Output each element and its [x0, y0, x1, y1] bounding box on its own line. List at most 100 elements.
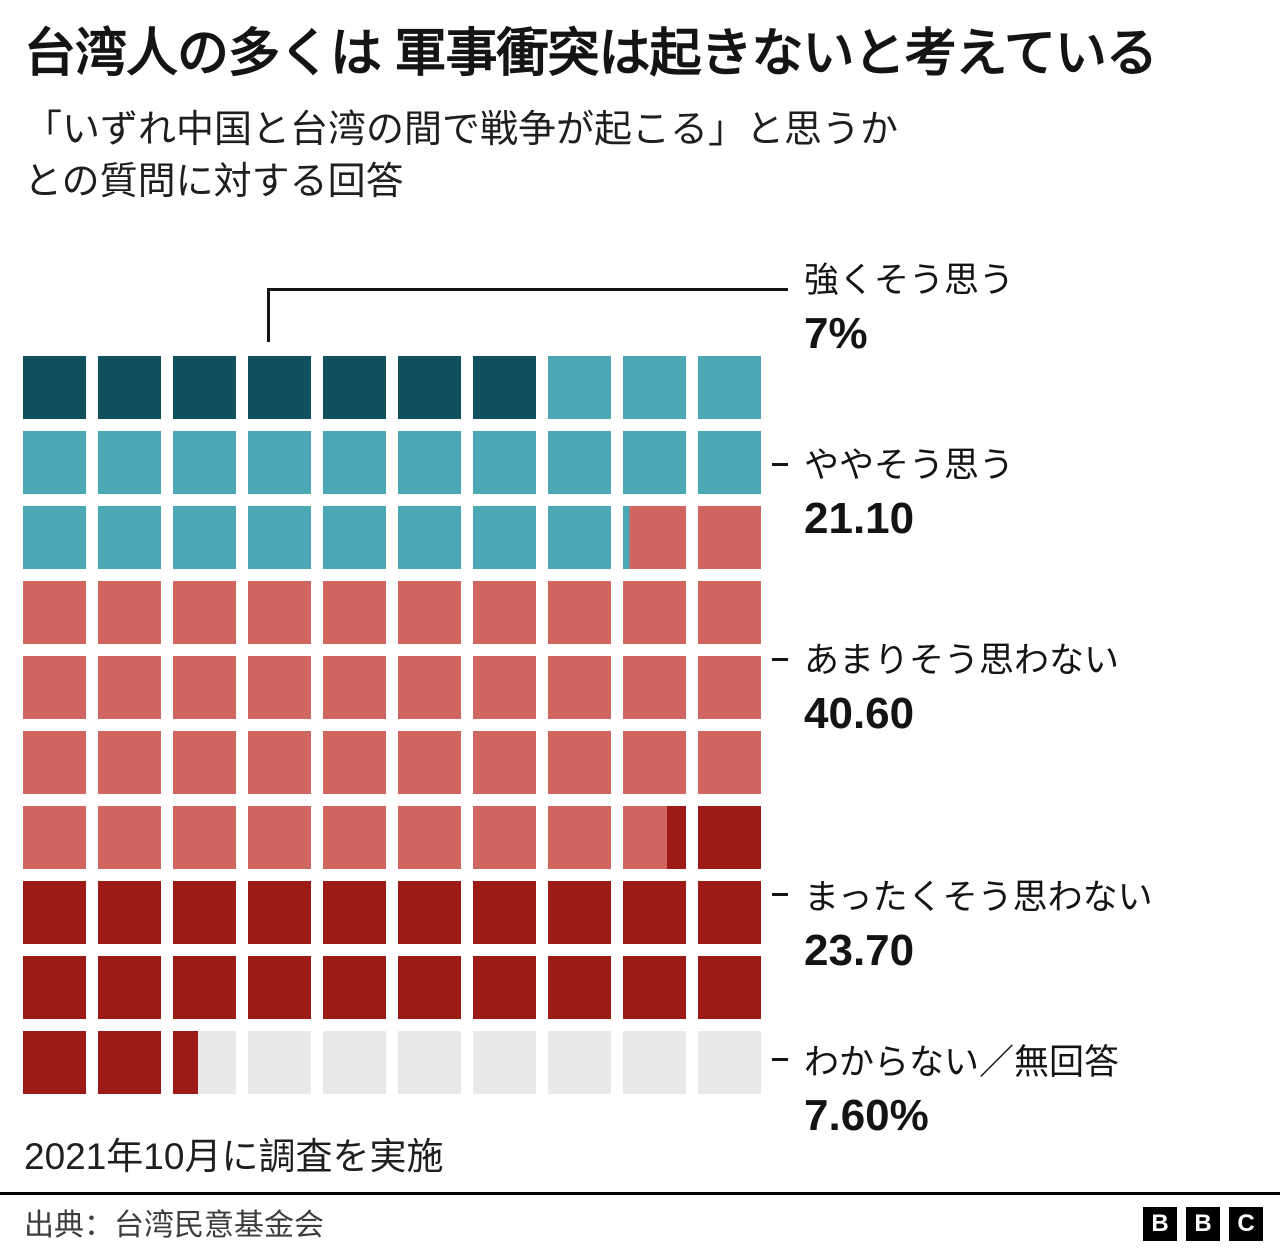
waffle-cell — [623, 881, 686, 944]
waffle-cell — [248, 806, 311, 869]
waffle-cell — [323, 656, 386, 719]
waffle-cell — [23, 956, 86, 1019]
waffle-cell — [323, 431, 386, 494]
waffle-cell — [173, 1031, 236, 1094]
waffle-cell — [548, 656, 611, 719]
tick-mark-somewhat-disagree — [772, 658, 788, 661]
waffle-cell — [23, 581, 86, 644]
waffle-cell — [698, 806, 761, 869]
annotation-connector-vertical-line — [267, 289, 270, 342]
chart-subtitle-line-1: 「いずれ中国と台湾の間で戦争が起こる」と思うか — [24, 109, 899, 151]
waffle-cell — [323, 731, 386, 794]
waffle-cell — [248, 656, 311, 719]
waffle-cell — [548, 881, 611, 944]
waffle-cell — [173, 881, 236, 944]
legend-value: 21.10 — [804, 494, 915, 543]
waffle-cell — [23, 731, 86, 794]
waffle-cell — [398, 581, 461, 644]
waffle-cell — [698, 731, 761, 794]
waffle-cell — [398, 356, 461, 419]
waffle-cell — [173, 806, 236, 869]
waffle-cell — [698, 881, 761, 944]
waffle-cell — [23, 806, 86, 869]
tick-mark-dont-know — [772, 1058, 788, 1061]
waffle-cell — [173, 731, 236, 794]
waffle-cell — [398, 506, 461, 569]
waffle-cell — [398, 731, 461, 794]
waffle-cell — [398, 956, 461, 1019]
waffle-cell — [398, 1031, 461, 1094]
waffle-cell — [473, 506, 536, 569]
bbc-logo: B B C — [1143, 1207, 1263, 1241]
waffle-cell — [248, 1031, 311, 1094]
waffle-cell — [623, 656, 686, 719]
waffle-cell — [173, 956, 236, 1019]
waffle-cell — [23, 881, 86, 944]
waffle-cell — [398, 881, 461, 944]
source-credit: 出典：台湾民意基金会 — [24, 1209, 324, 1242]
waffle-cell — [23, 1031, 86, 1094]
waffle-cell — [98, 956, 161, 1019]
waffle-cell — [698, 956, 761, 1019]
waffle-cell — [623, 731, 686, 794]
chart-title: 台湾人の多くは 軍事衝突は起きないと考えている — [24, 25, 1158, 83]
waffle-cell — [98, 581, 161, 644]
waffle-cell — [698, 356, 761, 419]
legend-label: 強くそう思う — [804, 261, 1015, 300]
waffle-cell — [473, 1031, 536, 1094]
waffle-cell — [248, 431, 311, 494]
annotation-connector-horizontal-line — [267, 288, 788, 291]
waffle-cell — [323, 881, 386, 944]
waffle-cell — [398, 806, 461, 869]
waffle-cell — [23, 356, 86, 419]
waffle-cell — [98, 656, 161, 719]
waffle-cell — [698, 431, 761, 494]
waffle-cell — [473, 956, 536, 1019]
legend-item-strongly-disagree: まったくそう思わない 23.70 — [804, 876, 1264, 976]
legend-value: 7.60% — [804, 1091, 929, 1140]
waffle-cell — [548, 806, 611, 869]
bbc-logo-block: B — [1186, 1207, 1220, 1241]
waffle-cell — [473, 731, 536, 794]
waffle-cell — [473, 881, 536, 944]
waffle-cell — [623, 806, 686, 869]
waffle-cell — [623, 431, 686, 494]
waffle-cell — [623, 581, 686, 644]
legend-item-strongly-agree: 強くそう思う 7% — [804, 259, 1264, 359]
waffle-cell — [173, 581, 236, 644]
waffle-cell — [698, 506, 761, 569]
waffle-cell — [548, 431, 611, 494]
waffle-cell — [548, 506, 611, 569]
waffle-cell — [98, 356, 161, 419]
waffle-cell — [698, 581, 761, 644]
legend-value: 40.60 — [804, 689, 915, 738]
legend-value: 23.70 — [804, 926, 915, 975]
waffle-cell — [398, 656, 461, 719]
waffle-cell — [23, 431, 86, 494]
legend-value: 7% — [804, 309, 868, 358]
waffle-cell — [248, 881, 311, 944]
waffle-cell — [323, 806, 386, 869]
waffle-cell — [323, 356, 386, 419]
waffle-cell — [23, 656, 86, 719]
waffle-cell — [173, 431, 236, 494]
waffle-cell — [473, 356, 536, 419]
waffle-cell — [98, 431, 161, 494]
waffle-cell — [248, 506, 311, 569]
chart-subtitle-line-2: との質問に対する回答 — [24, 161, 404, 203]
waffle-cell — [473, 431, 536, 494]
waffle-cell — [473, 806, 536, 869]
waffle-cell — [548, 581, 611, 644]
waffle-cell — [548, 731, 611, 794]
legend-item-dont-know: わからない／無回答 7.60% — [804, 1041, 1264, 1141]
waffle-cell — [98, 881, 161, 944]
legend-item-somewhat-disagree: あまりそう思わない 40.60 — [804, 639, 1264, 739]
tick-mark-somewhat-agree — [772, 463, 788, 466]
footer-divider — [0, 1192, 1280, 1195]
chart-subtitle: 「いずれ中国と台湾の間で戦争が起こる」と思うか との質問に対する回答 — [24, 104, 1254, 208]
waffle-cell — [98, 731, 161, 794]
waffle-cell — [548, 356, 611, 419]
legend-label: あまりそう思わない — [804, 641, 1120, 680]
waffle-cell — [698, 656, 761, 719]
